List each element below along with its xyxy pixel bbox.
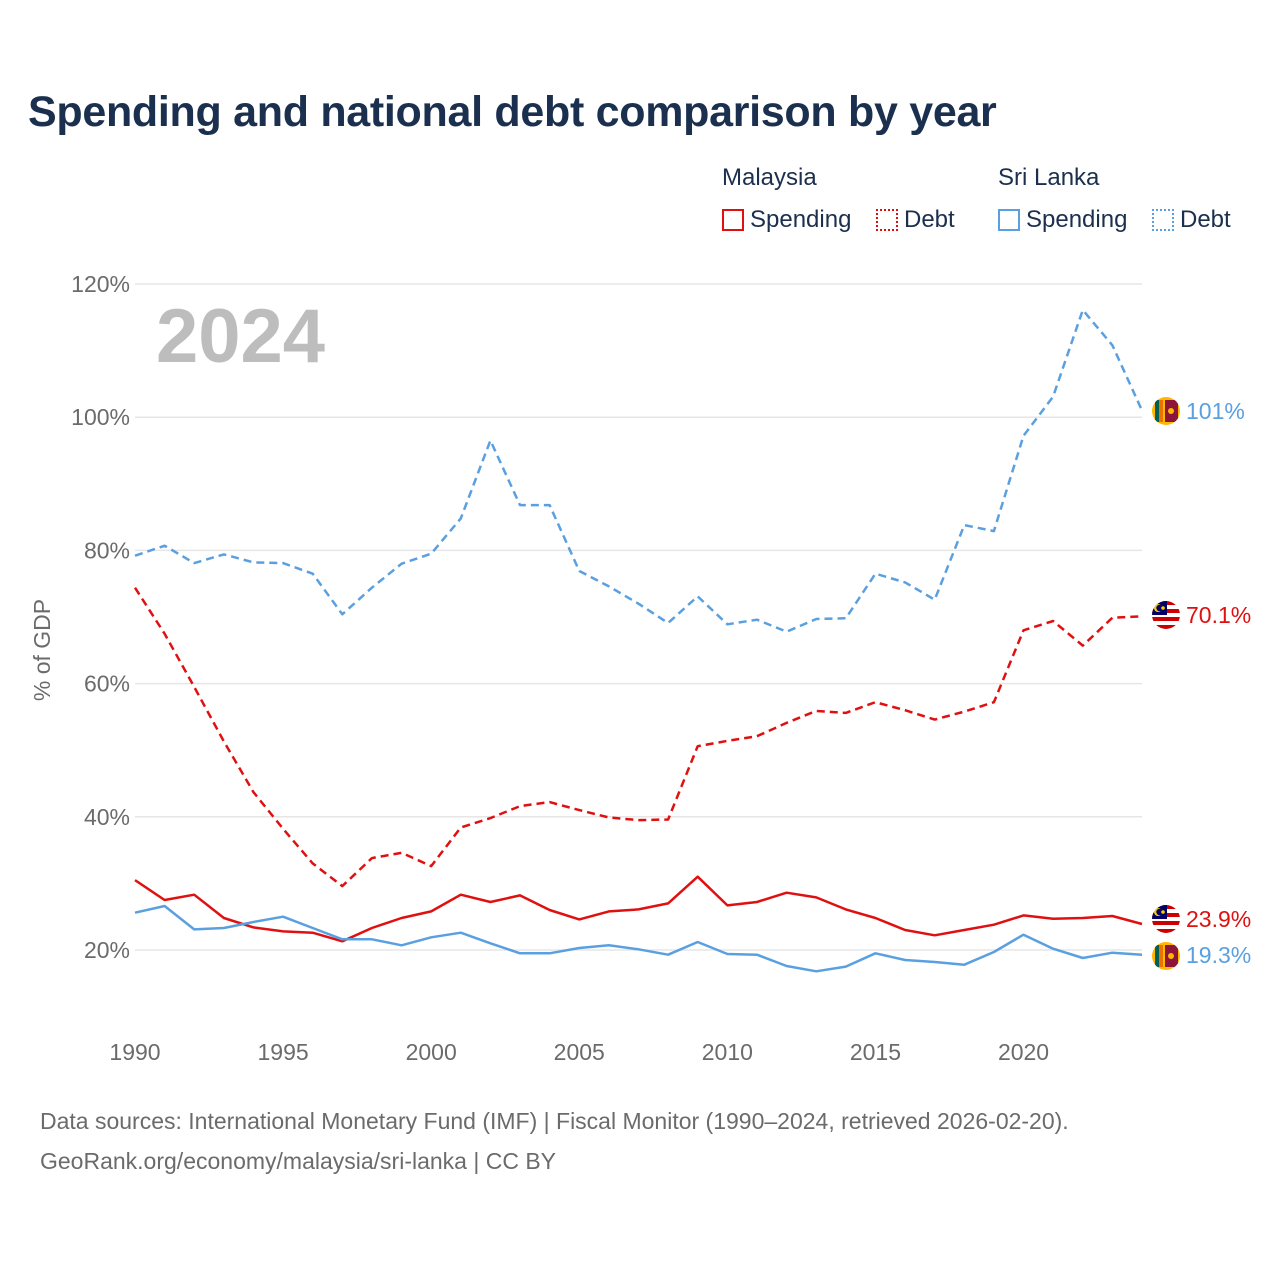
y-tick-label: 120%: [71, 271, 130, 297]
y-tick-label: 20%: [84, 937, 130, 963]
legend-item-sri-lanka-spending[interactable]: Spending: [998, 204, 1127, 236]
legend-label: Spending: [1026, 206, 1128, 233]
sri-lanka-flag-icon: [1152, 397, 1180, 425]
series-line-sri-lanka-spending[interactable]: [134, 904, 1143, 973]
x-tick-label: 2020: [998, 1039, 1049, 1065]
x-tick-label: 2005: [554, 1039, 605, 1065]
malaysia-flag-icon: [1152, 905, 1180, 933]
legend-swatch-dotted-blue: [1152, 209, 1174, 231]
x-tick-label: 2015: [850, 1039, 901, 1065]
y-tick-label: 100%: [71, 404, 130, 430]
legend-label: Spending: [750, 206, 852, 233]
legend-item-sri-lanka-debt[interactable]: Debt: [1152, 204, 1231, 236]
footer-sources: Data sources: International Monetary Fun…: [40, 1108, 1069, 1134]
end-label-malaysia-spending: 23.9%: [1186, 906, 1251, 932]
year-watermark: 2024: [156, 294, 325, 379]
chart-title: Spending and national debt comparison by…: [28, 88, 997, 136]
end-label-sri-lanka-debt: 101%: [1186, 398, 1245, 424]
legend-label: Debt: [1180, 206, 1231, 233]
y-axis-label: % of GDP: [29, 599, 55, 701]
end-label-sri-lanka-spending: 19.3%: [1186, 942, 1251, 968]
end-label-malaysia-debt: 70.1%: [1186, 602, 1251, 628]
legend-group-sri-lanka: Sri Lanka: [998, 164, 1100, 191]
legend-item-malaysia-debt[interactable]: Debt: [876, 204, 955, 236]
series-line-malaysia-spending[interactable]: [134, 875, 1143, 943]
x-tick-label: 2010: [702, 1039, 753, 1065]
y-tick-label: 80%: [84, 537, 130, 563]
legend-group-malaysia: Malaysia: [722, 164, 817, 191]
legend-item-malaysia-spending[interactable]: Spending: [722, 204, 851, 236]
legend-swatch-solid-blue: [998, 209, 1020, 231]
series-line-malaysia-debt[interactable]: [133, 587, 1143, 888]
x-tick-label: 1995: [258, 1039, 309, 1065]
x-tick-label: 2000: [406, 1039, 457, 1065]
y-tick-label: 40%: [84, 804, 130, 830]
x-tick-label: 1990: [109, 1039, 160, 1065]
legend-swatch-dotted-red: [876, 209, 898, 231]
series-line-sri-lanka-debt[interactable]: [134, 308, 1144, 633]
malaysia-flag-icon: [1152, 601, 1180, 629]
legend-swatch-solid-red: [722, 209, 744, 231]
y-tick-label: 60%: [84, 671, 130, 697]
sri-lanka-flag-icon: [1152, 942, 1180, 970]
legend-label: Debt: [904, 206, 955, 233]
footer-link[interactable]: GeoRank.org/economy/malaysia/sri-lanka |…: [40, 1148, 557, 1174]
